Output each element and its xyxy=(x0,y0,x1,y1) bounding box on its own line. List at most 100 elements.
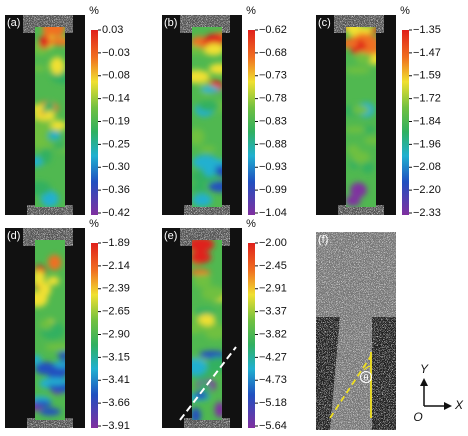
strain-map xyxy=(35,27,65,207)
strain-blob xyxy=(49,27,65,38)
yellow-dashed xyxy=(329,355,372,419)
strain-blob xyxy=(351,151,370,164)
panel-label: (d) xyxy=(7,230,20,242)
colorbar-tick-label: −5.64 xyxy=(259,420,287,432)
colorbar-tick-label: −0.83 xyxy=(259,115,287,127)
colorbar-tick-label: −0.25 xyxy=(102,138,130,150)
strain-blobs xyxy=(35,254,65,416)
strain-blob xyxy=(346,39,359,48)
axis-x-label: X xyxy=(454,398,464,412)
strain-blob xyxy=(194,273,212,288)
strain-blob xyxy=(35,270,46,287)
strain-blob xyxy=(204,43,222,56)
strain-map xyxy=(346,27,376,207)
strain-blob xyxy=(352,105,370,115)
strain-blob xyxy=(355,50,372,65)
strain-blob xyxy=(192,407,201,420)
strain-blob xyxy=(192,269,211,276)
strain-blobs xyxy=(35,27,65,207)
unit-label: % xyxy=(89,218,99,230)
strain-blob xyxy=(346,195,361,207)
colorbar-tick-label: −4.27 xyxy=(259,351,287,363)
grip-bottom-speckle xyxy=(184,205,230,215)
angle-circle xyxy=(360,371,372,383)
strain-map xyxy=(35,240,65,420)
strain-blob xyxy=(40,190,59,207)
strain-blob xyxy=(197,314,216,326)
colorbar-tick-label: −3.41 xyxy=(102,374,130,386)
strain-blob xyxy=(59,366,65,375)
colorbar-tick-label: −1.35 xyxy=(413,24,441,36)
strain-blob xyxy=(35,119,50,137)
unit-label: % xyxy=(400,5,410,17)
strain-blob xyxy=(208,356,222,373)
colorbar-tick-label: −2.14 xyxy=(102,260,130,272)
unit-label: % xyxy=(246,218,256,230)
strain-blob xyxy=(44,343,65,351)
strain-blob xyxy=(199,145,216,152)
grip-bottom-speckle xyxy=(27,205,73,215)
strain-blob xyxy=(214,401,222,418)
strain-blob xyxy=(49,56,65,75)
strain-blob xyxy=(53,142,65,150)
angle-label: θ xyxy=(363,372,368,382)
strain-blob xyxy=(35,181,51,196)
axis-y-arrow xyxy=(420,378,428,386)
strain-blob xyxy=(47,254,62,271)
strain-blob xyxy=(192,240,215,252)
colorbar-tick-label: −0.30 xyxy=(102,161,130,173)
strain-blob xyxy=(200,86,221,93)
colorbar-tick-label: −0.36 xyxy=(102,184,130,196)
strain-blob xyxy=(35,65,46,72)
colorbar-tick-label: −2.08 xyxy=(413,161,441,173)
colorbar-tick-label: −0.68 xyxy=(259,47,287,59)
strain-blob xyxy=(41,377,65,386)
strain-blob xyxy=(47,276,60,286)
strain-blob xyxy=(361,48,376,55)
colorbar xyxy=(248,243,255,428)
colorbar-tick-label: −0.19 xyxy=(102,115,130,127)
strain-blob xyxy=(192,321,206,334)
panel-label: (a) xyxy=(7,17,20,29)
strain-blob xyxy=(192,358,207,376)
colorbar xyxy=(248,30,255,215)
strain-panel: % (e) −2.00 −2.45 −2.91 −3.37 −3.82 −4.27 −4.73 −… xyxy=(162,218,287,432)
strain-blob xyxy=(192,45,203,55)
colorbar-tick-label: −0.14 xyxy=(102,93,130,105)
strain-blob xyxy=(203,161,216,177)
colorbar xyxy=(91,243,98,428)
strain-blob xyxy=(38,35,50,49)
colorbar-tick-label: −3.37 xyxy=(259,306,287,318)
colorbar-tick-label: −3.91 xyxy=(102,420,130,432)
axis-x-arrow xyxy=(444,402,452,410)
strain-panel: % (d) −1.89 −2.14 −2.39 −2.65 −2.90 −3.15 −3.41 −… xyxy=(5,218,130,432)
strain-blob xyxy=(47,37,65,46)
strain-blob xyxy=(192,250,212,264)
colorbar xyxy=(402,30,409,215)
strain-map xyxy=(192,27,222,207)
colorbar-tick-label: −3.66 xyxy=(102,397,130,409)
colorbar-tick-label: −1.72 xyxy=(413,93,441,105)
strain-blob xyxy=(349,182,367,198)
strain-blob xyxy=(35,133,48,145)
strain-blob xyxy=(40,147,52,165)
unit-label: % xyxy=(246,5,256,17)
strain-blob xyxy=(370,27,376,34)
colorbar-tick-label: −1.89 xyxy=(102,237,130,249)
strain-blob xyxy=(346,126,366,133)
colorbar-tick-label: −2.00 xyxy=(259,237,287,249)
strain-blobs xyxy=(192,32,222,207)
dashed-guide xyxy=(179,346,237,421)
strain-blob xyxy=(192,69,211,84)
colorbar-tick-label: −2.45 xyxy=(259,260,287,272)
strain-blob xyxy=(40,319,53,330)
strain-panel: % (a) 0.03 −0.03 −0.08 −0.14 −0.19 −0.25 −0.30 −0… xyxy=(5,5,130,219)
strain-blob xyxy=(193,181,205,193)
axis-origin-label: O xyxy=(413,410,422,424)
photo-speckle xyxy=(316,232,396,430)
colorbar-tick-label: −0.03 xyxy=(102,47,130,59)
panel-label: (b) xyxy=(164,17,177,29)
grip-bottom-speckle xyxy=(184,418,230,428)
colorbar-tick-label: −2.39 xyxy=(102,283,130,295)
strain-blob xyxy=(346,66,371,74)
